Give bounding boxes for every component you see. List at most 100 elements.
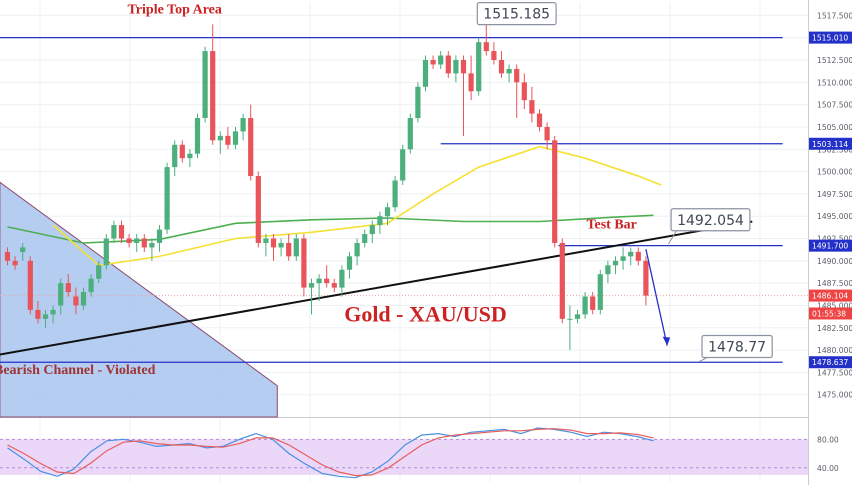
candle-body: [255, 176, 261, 243]
candle: [422, 55, 429, 92]
candle: [460, 55, 467, 136]
candle: [240, 113, 246, 141]
y-tick-label: 1512.500: [817, 56, 852, 65]
countdown-tag: [809, 307, 852, 320]
candle-body: [118, 225, 125, 239]
candle-body: [324, 278, 330, 284]
candle-body: [453, 60, 459, 74]
candle-body: [301, 238, 307, 288]
candle: [324, 265, 330, 288]
candle: [590, 292, 596, 315]
candle: [164, 162, 170, 235]
candle-body: [194, 118, 201, 154]
y-tick-label: 1475.000: [817, 391, 852, 400]
candle-body: [498, 60, 505, 74]
arrow-head: [662, 336, 671, 346]
y-tick-label: 1517.500: [817, 11, 852, 20]
y-tick-label: 1490.000: [817, 257, 852, 266]
candle: [156, 225, 163, 252]
candle: [20, 242, 26, 261]
callout-text: 1478.77: [708, 339, 766, 355]
candle-body: [582, 296, 588, 315]
candle: [194, 113, 201, 159]
candle-body: [217, 135, 223, 141]
candle: [346, 251, 353, 279]
gold-title: Gold - XAU/USD: [344, 302, 507, 327]
candle: [12, 256, 18, 270]
candle-body: [346, 256, 353, 270]
candle: [232, 126, 239, 150]
candle-body: [126, 238, 132, 243]
candle-body: [248, 118, 254, 177]
candle: [612, 256, 619, 275]
candle-body: [536, 113, 543, 127]
candle-body: [384, 207, 391, 217]
candle: [354, 238, 360, 266]
y-tick-label: 1505.000: [817, 123, 852, 132]
candle: [453, 55, 459, 83]
candle-body: [552, 140, 558, 243]
candle-body: [172, 144, 178, 168]
resistance-mid-tag: [809, 137, 852, 150]
candle-body: [506, 68, 512, 74]
candle-body: [400, 149, 406, 181]
yellow-ma: [52, 145, 662, 267]
candle: [620, 247, 626, 270]
stoch-tick-label: 80.00: [817, 435, 839, 444]
candle: [521, 73, 527, 110]
callout-1478: 1478.77: [701, 334, 773, 359]
candle-body: [612, 260, 619, 266]
callout-box: [670, 208, 751, 232]
candle-body: [567, 318, 573, 320]
candle-body: [65, 283, 71, 293]
candle: [445, 51, 451, 78]
candle: [270, 234, 277, 261]
candle: [35, 300, 41, 324]
y-tick-label: 1507.500: [817, 101, 852, 110]
candle: [308, 278, 315, 315]
candle-body: [491, 51, 497, 61]
candle: [438, 51, 444, 69]
candle-body: [12, 260, 18, 266]
candle-body: [4, 251, 11, 261]
resistance-top-label: 1515.010: [812, 34, 848, 43]
candle-body: [164, 167, 170, 230]
countdown-label: 01:55:38: [812, 309, 846, 318]
stoch-tick-label: 40.00: [817, 464, 839, 473]
candle: [643, 256, 649, 306]
y-tick-label: 1477.500: [817, 368, 852, 377]
candle-body: [559, 242, 565, 319]
candle-body: [210, 51, 216, 141]
callout-1515: 1515.185: [476, 2, 557, 26]
candle-body: [521, 82, 527, 101]
candle: [4, 247, 11, 266]
candle-body: [590, 296, 596, 310]
candle: [293, 234, 299, 261]
candle: [42, 309, 49, 328]
y-tick-label: 1495.000: [817, 212, 852, 221]
candle: [430, 55, 436, 69]
candle-body: [635, 251, 641, 261]
candle: [58, 278, 64, 315]
candle-body: [362, 234, 368, 243]
candle-body: [73, 296, 79, 306]
candle-body: [514, 68, 520, 83]
candle-body: [597, 274, 603, 310]
candle: [248, 104, 254, 181]
y-tick-label: 1500.000: [817, 168, 852, 177]
resistance-mid-label: 1503.114: [812, 140, 848, 149]
candle-body: [628, 251, 634, 257]
y-tick-label: 1510.000: [817, 78, 852, 87]
candle-body: [80, 292, 87, 306]
candle-body: [42, 314, 49, 319]
candle: [126, 234, 132, 248]
candle-body: [103, 238, 109, 266]
candle: [141, 234, 147, 252]
candle: [407, 113, 413, 154]
candle-body: [483, 42, 489, 52]
candle-body: [225, 135, 231, 145]
candle-body: [605, 265, 611, 275]
candle-body: [202, 51, 208, 119]
candle-body: [377, 216, 383, 226]
